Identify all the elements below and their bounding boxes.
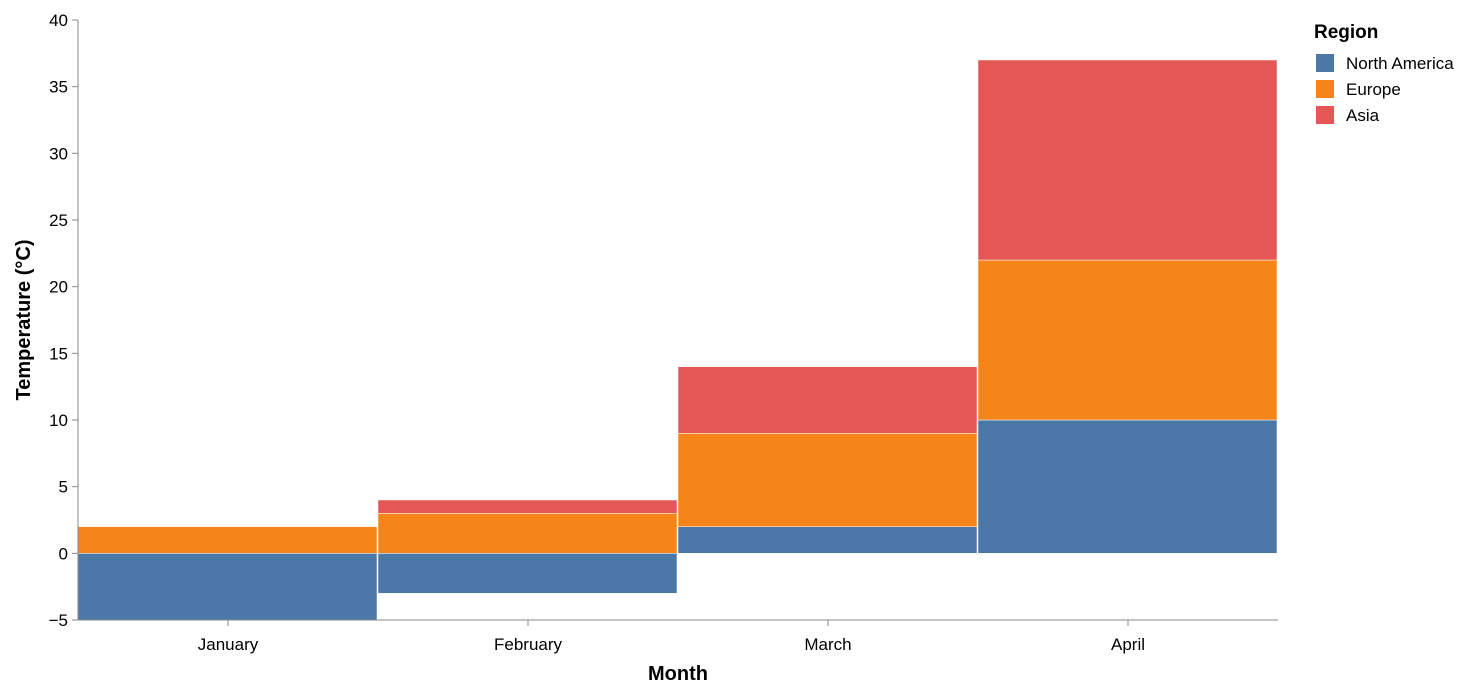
y-tick-label: 40 xyxy=(49,11,68,30)
y-axis: −5 0 5 10 15 20 25 30 35 40 Temperature (°C) xyxy=(13,11,79,630)
legend-item-asia: Asia xyxy=(1316,106,1380,125)
bar-january-north-america xyxy=(77,553,378,621)
y-tick-label: 0 xyxy=(59,544,68,563)
y-tick-label: 10 xyxy=(49,411,68,430)
bar-march-asia xyxy=(677,366,978,434)
bar-march-europe xyxy=(677,433,978,527)
bar-april-asia xyxy=(977,59,1278,261)
bar-january-europe xyxy=(77,526,378,554)
legend-label: Europe xyxy=(1346,80,1401,99)
y-tick-label: 30 xyxy=(49,144,68,163)
x-tick-label-january: January xyxy=(198,635,259,654)
y-tick-label: 20 xyxy=(49,278,68,297)
y-tick-label: 35 xyxy=(49,78,68,97)
legend-swatch xyxy=(1316,54,1334,72)
x-tick-label-march: March xyxy=(804,635,851,654)
bar-april-north-america xyxy=(977,419,1278,554)
bar-february-europe xyxy=(377,513,678,554)
legend: Region North America Europe Asia xyxy=(1314,22,1454,125)
bar-april-europe xyxy=(977,259,1278,421)
bar-march-north-america xyxy=(677,526,978,554)
bar-february-asia xyxy=(377,499,678,514)
x-tick-label-february: February xyxy=(494,635,563,654)
legend-swatch xyxy=(1316,106,1334,124)
x-axis-title: Month xyxy=(648,663,708,685)
y-axis-title: Temperature (°C) xyxy=(13,240,35,401)
y-tick-label: 25 xyxy=(49,211,68,230)
y-tick-label: 5 xyxy=(59,478,68,497)
legend-item-north-america: North America xyxy=(1316,54,1454,73)
legend-label: North America xyxy=(1346,54,1454,73)
bars-layer xyxy=(77,59,1278,621)
legend-title: Region xyxy=(1314,22,1378,43)
y-ticks: −5 0 5 10 15 20 25 30 35 40 xyxy=(49,11,78,630)
x-axis: January February March April Month xyxy=(78,619,1278,685)
x-ticks: January February March April xyxy=(198,620,1145,654)
legend-swatch xyxy=(1316,80,1334,98)
legend-items: North America Europe Asia xyxy=(1316,54,1454,125)
x-tick-label-april: April xyxy=(1111,635,1145,654)
y-tick-label: 15 xyxy=(49,344,68,363)
legend-label: Asia xyxy=(1346,106,1380,125)
legend-item-europe: Europe xyxy=(1316,80,1401,99)
y-tick-label: −5 xyxy=(49,611,68,630)
bar-february-north-america xyxy=(377,553,678,594)
